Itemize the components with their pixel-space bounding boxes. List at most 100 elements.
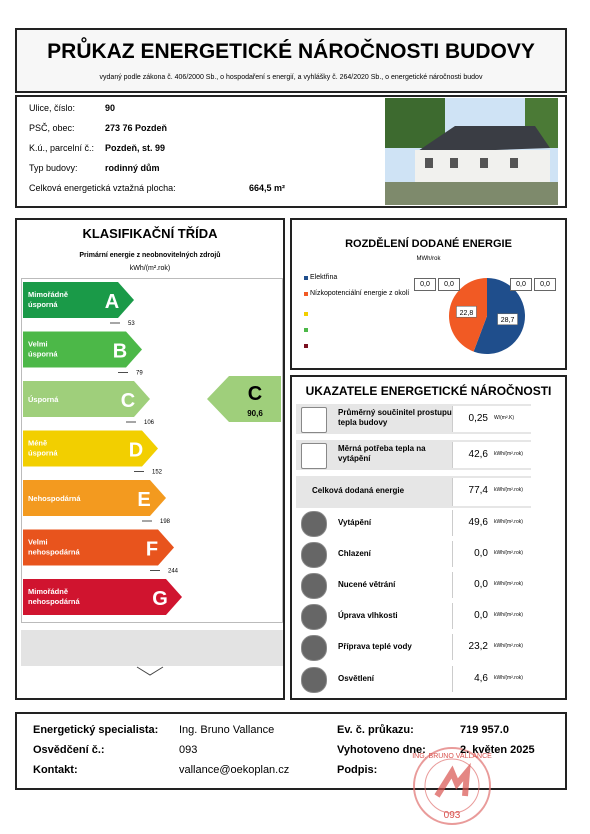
footer-label: Energetický specialista:	[33, 724, 159, 736]
row-icon	[301, 667, 327, 693]
threshold: 152	[152, 470, 163, 476]
indicator-name: Chlazení	[338, 549, 371, 558]
result-arrow	[207, 376, 281, 422]
legend-swatch	[304, 276, 308, 280]
result-letter: C	[248, 383, 262, 405]
class-name: Velmi úsporná	[28, 340, 58, 359]
info-label: Celková energetická vztažná plocha:	[29, 183, 176, 193]
value-cell	[452, 510, 533, 536]
indicators-box: UKAZATELE ENERGETICKÉ NÁROČNOSTI Průměrn…	[290, 375, 567, 700]
header: PRŮKAZ ENERGETICKÉ NÁROČNOSTI BUDOVY vyd…	[15, 28, 567, 93]
row-icon	[301, 511, 327, 537]
info-value: 664,5 m²	[249, 183, 286, 193]
legend-swatch	[304, 312, 308, 316]
threshold: 106	[144, 420, 155, 426]
pie-label: 22,8	[460, 310, 474, 317]
class-arrow	[23, 579, 182, 615]
zero-box: 0,0	[438, 278, 460, 291]
gray-bar	[21, 630, 283, 666]
stamp: ING. BRUNO VALLANCE 093	[412, 747, 492, 825]
indicator-unit: W/(m².K)	[494, 415, 514, 421]
threshold: 79	[136, 371, 143, 377]
legend-swatch	[304, 344, 308, 348]
footer: ING. BRUNO VALLANCE 093 Energetický spec…	[15, 712, 567, 825]
value-cell	[452, 603, 533, 629]
threshold: 198	[160, 519, 171, 525]
indicator-unit: kWh/(m².rok)	[494, 643, 523, 649]
row-icon	[301, 635, 327, 661]
building-photo	[385, 98, 558, 205]
row-icon	[301, 443, 327, 469]
indicator-unit: kWh/(m².rok)	[494, 581, 523, 587]
ind-title: UKAZATELE ENERGETICKÉ NÁROČNOSTI	[305, 384, 552, 398]
indicator-unit: kWh/(m².rok)	[494, 451, 523, 457]
class-scale: Mimořádně úsporná A 53 Velmi úsporná B 79 Úsporn…	[23, 282, 281, 676]
footer-label: Ev. č. průkazu:	[337, 724, 414, 736]
indicator-unit: kWh/(m².rok)	[494, 519, 523, 525]
value-cell	[452, 572, 533, 598]
class-letter: F	[146, 539, 158, 561]
footer-label: Kontakt:	[33, 764, 78, 776]
footer-label: Podpis:	[337, 764, 378, 776]
class-arrow	[23, 381, 150, 417]
chevron	[136, 666, 164, 676]
indicator-name: Průměrný součinitel prostupu tepla budov…	[338, 408, 452, 427]
stamp-number: 093	[444, 810, 461, 821]
class-name: Úsporná	[28, 395, 59, 404]
title: PRŮKAZ ENERGETICKÉ NÁROČNOSTI BUDOVY	[47, 40, 535, 63]
value-cell	[452, 442, 533, 468]
indicator-unit: kWh/(m².rok)	[494, 487, 523, 493]
scale-frame	[21, 278, 283, 623]
indicator-value: 0,0	[474, 610, 488, 621]
footer-value: Ing. Bruno Vallance	[179, 724, 275, 736]
indicator-unit: kWh/(m².rok)	[494, 550, 523, 556]
class-unit: kWh/(m².rok)	[129, 265, 171, 272]
row-icon	[301, 573, 327, 599]
value-cell	[452, 541, 533, 567]
footer-value: 719 957.0	[460, 724, 509, 736]
indicator-name: Příprava teplé vody	[338, 642, 412, 651]
class-letter: C	[121, 390, 135, 412]
pie-label: 28,7	[501, 317, 515, 324]
row-icon	[301, 604, 327, 630]
dist-unit: MWh/rok	[416, 256, 441, 262]
info-value: 273 76 Pozdeň	[105, 123, 168, 133]
info-value: rodinný dům	[105, 163, 160, 173]
footer-label: Vyhotoveno dne:	[337, 744, 426, 756]
class-name: Nehospodárná	[28, 494, 81, 503]
legend-label: Elektřina	[310, 274, 338, 281]
pie-chart: 28,7 22,8	[449, 278, 525, 354]
class-letter: B	[113, 341, 127, 363]
indicator-name: Měrná potřeba tepla na vytápění	[338, 444, 426, 463]
indicator-value: 0,0	[474, 548, 488, 559]
zero-box: 0,0	[534, 278, 556, 291]
dist-title: ROZDĚLENÍ DODANÉ ENERGIE	[345, 238, 512, 250]
pie-label-box	[456, 305, 477, 318]
indicator-name: Celková dodaná energie	[312, 486, 405, 495]
row-icon	[301, 407, 327, 433]
footer-label: Osvědčení č.:	[33, 744, 105, 756]
indicator-value: 23,2	[468, 641, 488, 652]
info-value: 90	[105, 103, 116, 113]
class-letter: G	[152, 588, 168, 610]
info-label: PSČ, obec:	[29, 123, 75, 133]
value-cell	[452, 478, 533, 506]
subtitle: vydaný podle zákona č. 406/2000 Sb., o h…	[99, 74, 483, 81]
indicator-name: Osvětlení	[338, 674, 375, 683]
indicator-unit: kWh/(m².rok)	[494, 612, 523, 618]
legend-label: Nízkopotenciální energie z okolí	[310, 290, 410, 297]
value-cell	[452, 406, 533, 432]
indicator-name: Vytápění	[338, 518, 372, 527]
indicator-value: 0,0	[474, 579, 488, 590]
indicator-value: 0,25	[468, 413, 488, 424]
row-icon	[301, 542, 327, 568]
info-label: K.ú., parcelní č.:	[29, 143, 95, 153]
indicator-value: 42,6	[468, 449, 488, 460]
threshold: 53	[128, 321, 135, 327]
class-arrow	[23, 331, 142, 368]
threshold: 244	[168, 569, 179, 575]
classification-box: KLASIFIKAČNÍ TŘÍDA Primární energie z ne…	[15, 218, 285, 700]
footer-value: 093	[179, 744, 198, 756]
class-arrow	[23, 480, 166, 516]
class-title: KLASIFIKAČNÍ TŘÍDA	[82, 226, 218, 241]
